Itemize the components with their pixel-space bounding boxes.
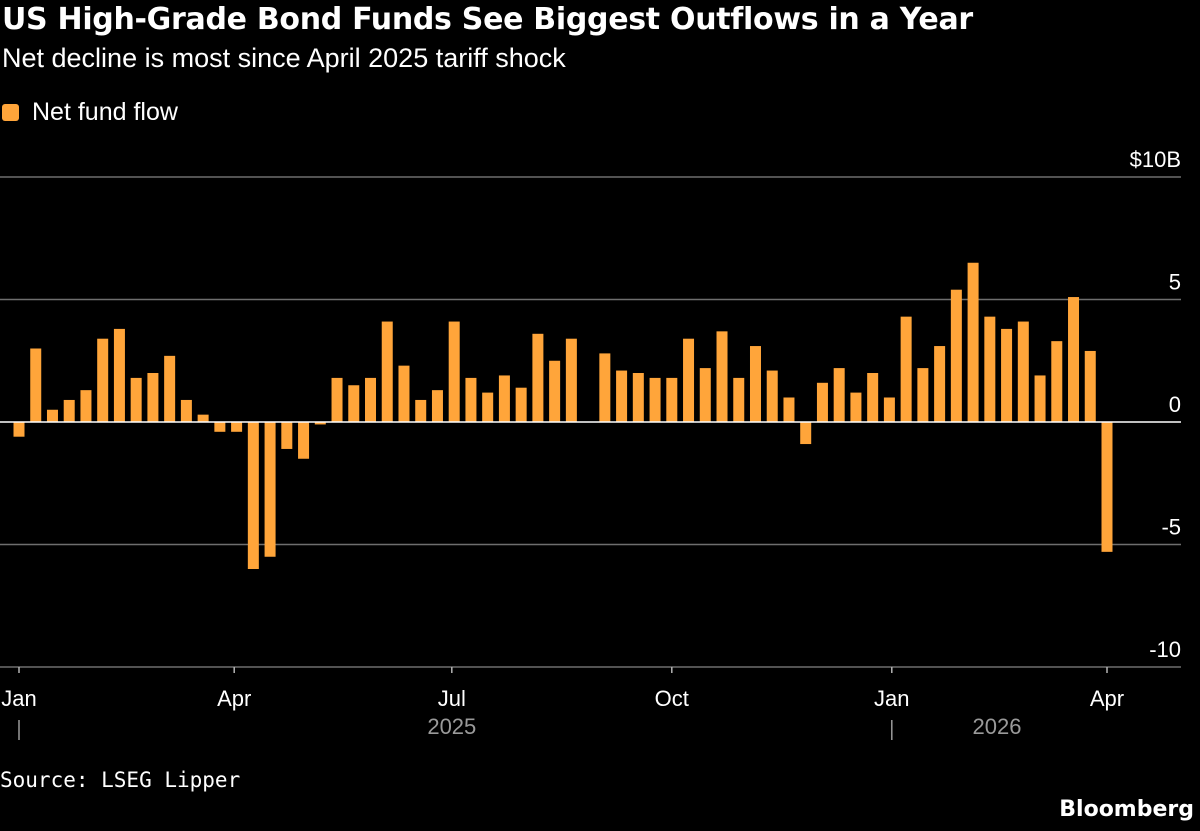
bar [130,377,142,422]
bar [231,422,243,432]
bar [498,375,510,422]
source-note: Source: LSEG Lipper [0,768,241,792]
bar [197,414,209,422]
year-label: 2025 [427,714,476,739]
bar [549,360,561,422]
bar [749,346,761,422]
chart-subtitle: Net decline is most since April 2025 tar… [2,43,566,73]
x-tick-label: Apr [217,686,251,711]
y-tick-label: $10B [1130,147,1181,172]
x-tick-label: Apr [1090,686,1124,711]
bar [30,348,42,422]
bar [348,385,360,422]
bar [599,353,611,422]
bar [381,321,393,422]
bar [649,377,661,422]
bar [900,316,912,422]
bar [1017,321,1029,422]
x-tick-label: Jan [1,686,36,711]
bar [800,422,812,445]
bar [264,422,276,557]
bar [1084,350,1096,422]
bar [1051,341,1063,422]
y-tick-label: 5 [1169,270,1181,295]
bar [632,373,644,422]
bar [465,377,477,422]
bar-chart: $10B 5 0 -5 -10 Jan Apr Jul Oct Jan Apr 2025 2026 [0,147,1181,740]
bloomberg-logo: Bloomberg [1059,797,1194,822]
bar [298,422,310,459]
bar [833,368,845,422]
y-tick-label: 0 [1169,392,1181,417]
bar [733,377,745,422]
bar [13,422,25,437]
bar [1001,328,1013,422]
bar [331,377,343,422]
bar [565,338,577,422]
bar [164,355,176,422]
legend: Net fund flow [2,98,178,127]
year-label: 2026 [973,714,1022,739]
bar [867,373,879,422]
chart-title: US High-Grade Bond Funds See Biggest Out… [2,2,973,37]
bar [1101,422,1113,552]
bar [934,346,946,422]
bar [683,338,695,422]
legend-label: Net fund flow [32,98,178,126]
bar [431,390,443,422]
bar [950,289,962,422]
bar [448,321,460,422]
x-tick-label: Jul [438,686,466,711]
bar [214,422,226,432]
bar [113,328,125,422]
x-tick-label: Oct [655,686,689,711]
bar [883,397,895,422]
bar [766,370,778,422]
bar [816,382,828,422]
y-tick-label: -10 [1149,637,1181,662]
bar [532,333,544,422]
bar [180,399,192,422]
y-tick-label: -5 [1161,515,1181,540]
bar [80,390,92,422]
bar [46,409,58,422]
bar [147,373,159,422]
bar [63,399,75,422]
bar [917,368,929,422]
legend-swatch [2,104,19,121]
bar [365,377,377,422]
bar [699,368,711,422]
bar [314,422,326,425]
bar [415,399,427,422]
bar [515,387,527,422]
bar [616,370,628,422]
bar [247,422,259,569]
bar [716,331,728,422]
bar [281,422,293,449]
bar [97,338,109,422]
bar [482,392,494,422]
bar [398,365,410,422]
bar [850,392,862,422]
bar [783,397,795,422]
bar [666,377,678,422]
bar [1034,375,1046,422]
bar [984,316,996,422]
bar [1068,297,1080,422]
bar [967,262,979,422]
x-tick-label: Jan [874,686,909,711]
